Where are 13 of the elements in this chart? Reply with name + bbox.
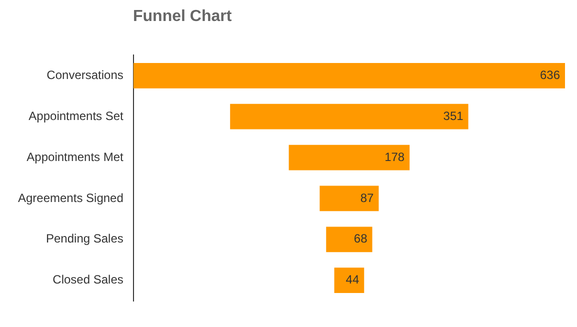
data-label: 351 [443,108,464,123]
text: Funnel Chart [133,8,232,26]
category-label: Conversations [46,68,124,82]
category-label: Pending Sales [46,232,124,246]
data-label: 44 [346,272,360,287]
category-label: Appointments Set [28,108,124,123]
data-label: 68 [354,232,368,246]
category-label: Agreements Signed [18,190,124,205]
category-label: Appointments Met [26,150,124,164]
category-label: Closed Sales [52,272,124,287]
data-label: 87 [360,190,374,205]
data-label: 178 [384,150,405,164]
data-label: 636 [540,68,560,82]
